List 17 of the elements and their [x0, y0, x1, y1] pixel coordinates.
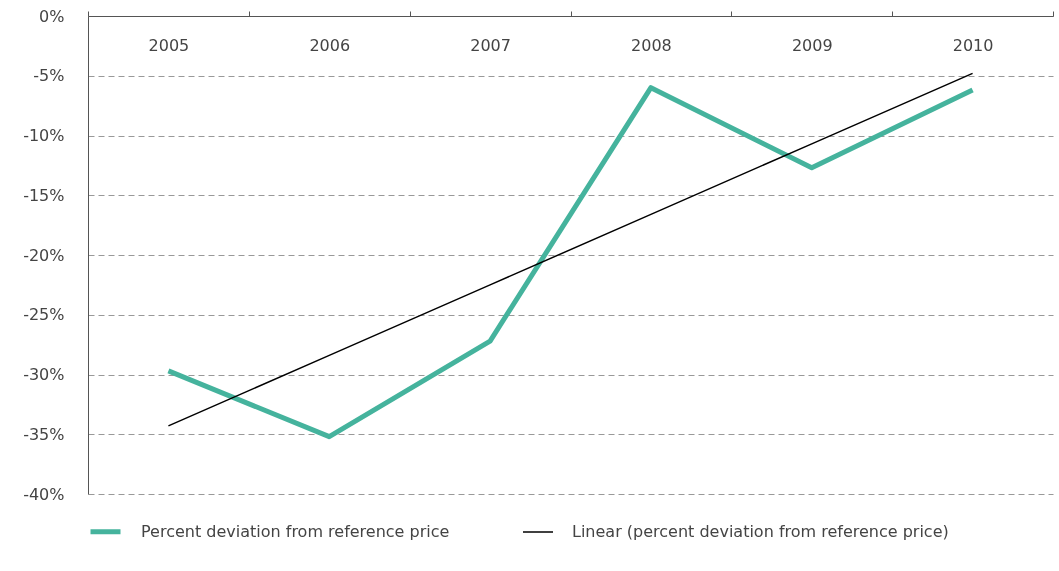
- y-tick-label: -35%: [23, 424, 65, 444]
- x-tick-label: 2005: [148, 35, 190, 55]
- x-tick-label: 2008: [631, 35, 672, 55]
- x-tick-label: 2009: [791, 35, 833, 55]
- y-tick-label: -5%: [33, 66, 65, 86]
- x-tick-label: 2006: [309, 35, 351, 55]
- y-tick-label: -25%: [23, 305, 65, 325]
- y-tick-label: -15%: [23, 185, 65, 205]
- y-tick-label: -30%: [23, 365, 65, 384]
- y-tick-label: 0%: [39, 6, 65, 26]
- y-tick-label: -10%: [23, 126, 65, 145]
- legend-label: Linear (percent deviation from reference price): [572, 522, 949, 541]
- y-tick-label: -20%: [23, 245, 65, 265]
- x-tick-label: 2010: [952, 35, 994, 55]
- x-tick-label: 2007: [470, 35, 511, 55]
- y-tick-label: -40%: [23, 484, 65, 504]
- legend-label: Percent deviation from reference price: [141, 521, 450, 541]
